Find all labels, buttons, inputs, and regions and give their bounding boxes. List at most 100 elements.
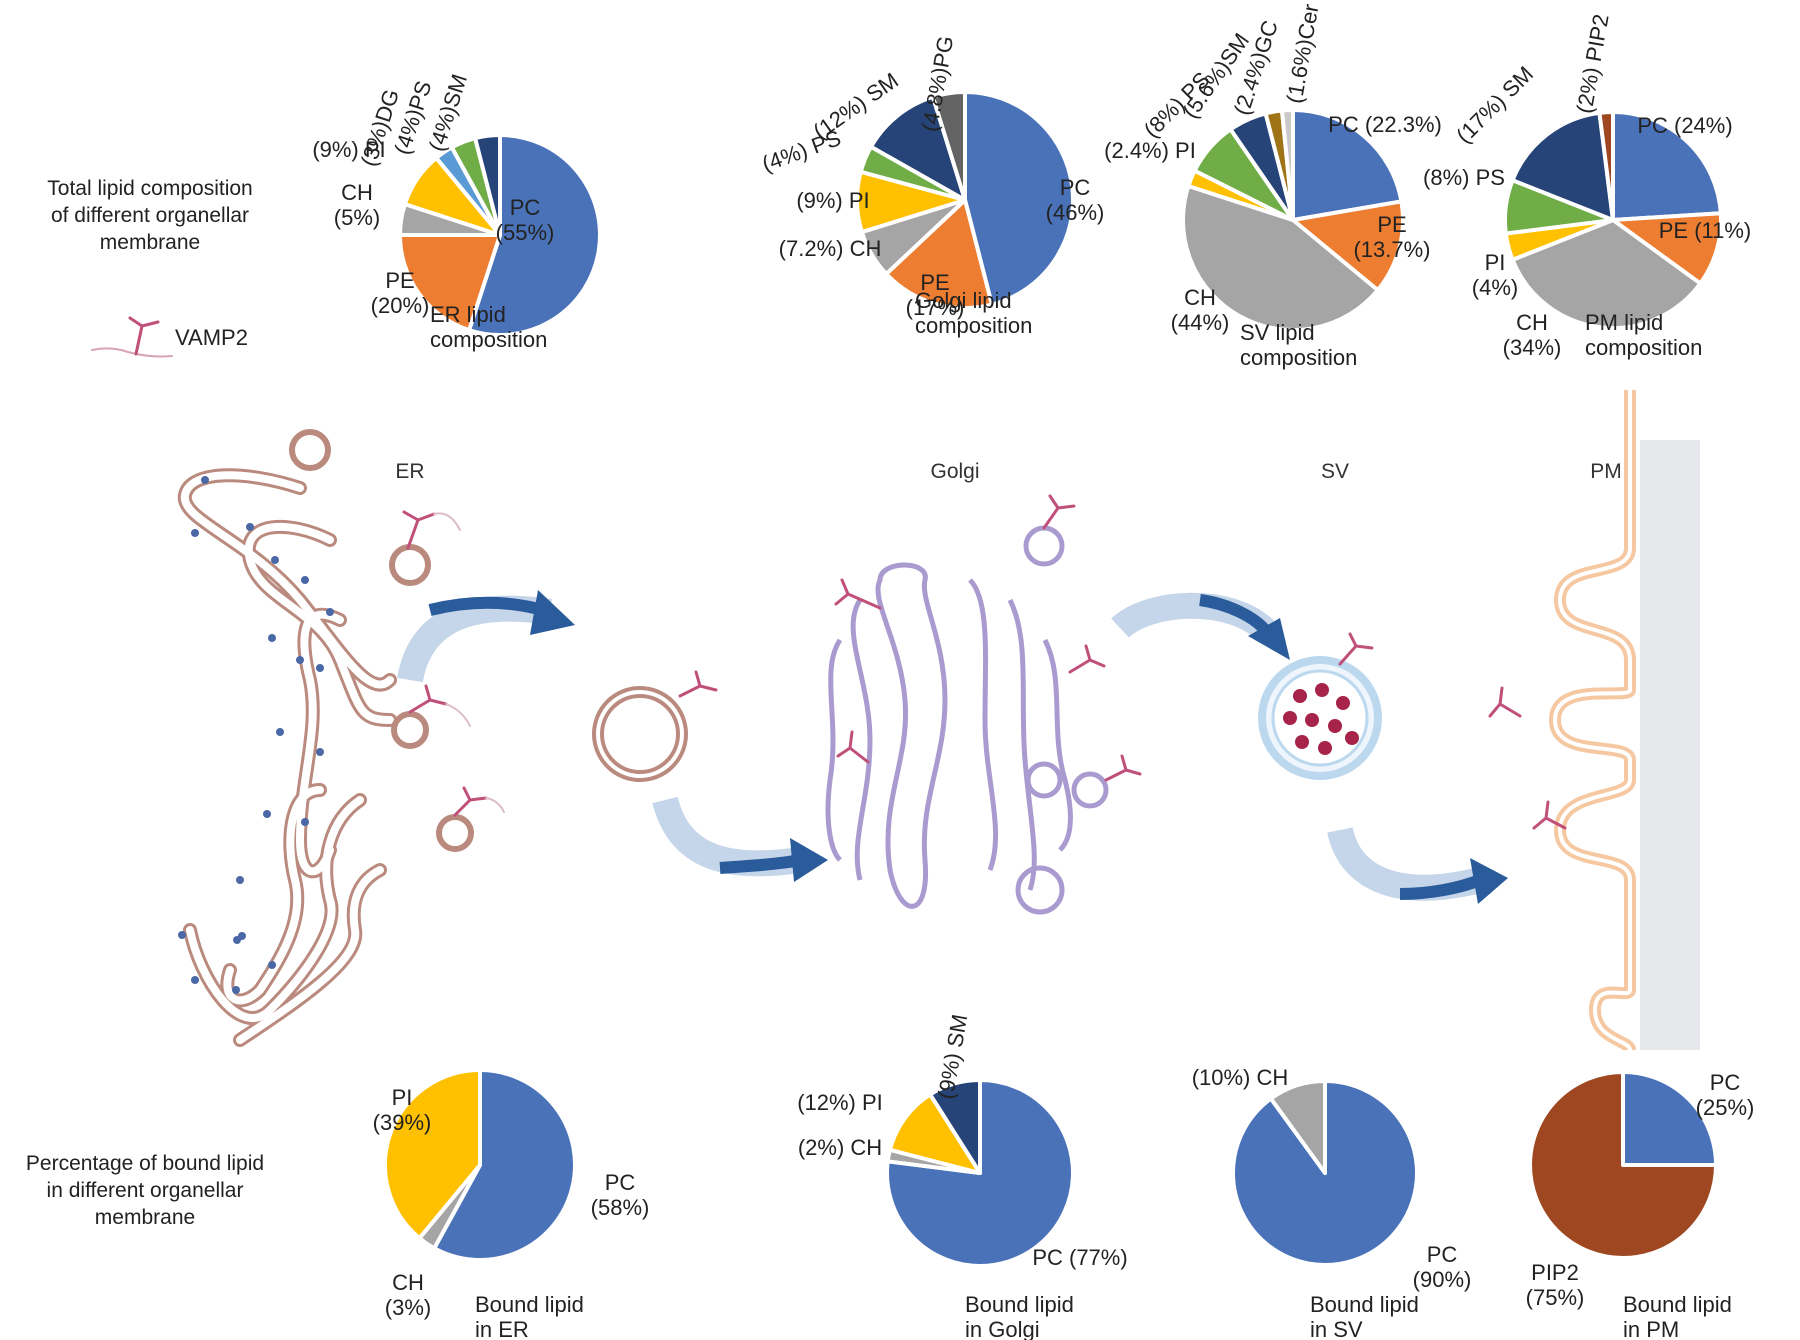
arrow-er-to-vesicle: [397, 590, 575, 683]
slice-label-cer: (1.6%)Cer: [1282, 2, 1324, 105]
slice-label-pc: PC (55%): [496, 195, 555, 245]
vamp2-label: VAMP2: [175, 325, 248, 350]
slice-label-pip2: PIP2 (75%): [1526, 1260, 1585, 1310]
slice-label-ps: (8%) PS: [1423, 165, 1505, 190]
vamp2-icon: [408, 684, 471, 727]
slice-label-ch: CH (3%): [385, 1270, 431, 1320]
golgi-label: Golgi: [930, 460, 979, 483]
arrow-vesicle-to-golgi: [652, 796, 828, 882]
ribosome-dots: [178, 476, 334, 994]
vamp2-molecules: [402, 494, 1567, 830]
pm-label: PM: [1590, 460, 1622, 483]
pie-slice-pg: [930, 90, 967, 202]
slice-label-ch: CH (34%): [1503, 310, 1562, 360]
slice-label-pi: PI (4%): [1472, 250, 1518, 300]
bottom-side-label-line: membrane: [95, 1206, 195, 1229]
vamp2-icon: [453, 786, 505, 817]
vamp2-icon: [1488, 686, 1522, 718]
slice-label-pc: PC (22.3%): [1328, 112, 1442, 137]
pie-sv-total: PC (22.3%)PE (13.7%)CH (44%)(2.4%) PI(8%) …: [1104, 2, 1442, 370]
pie-title: Bound lipid in PM: [1623, 1292, 1732, 1340]
slice-label-pi: (9%) PI: [796, 188, 869, 213]
pie-charts: PC (55%)PE (20%)CH (5%)(9%) PI(3%)DG(4%)PS(…: [312, 2, 1754, 1340]
slice-label-ch: (10%) CH: [1192, 1065, 1289, 1090]
sv-organelle: [1258, 656, 1382, 780]
pie-title: Bound lipid in ER: [475, 1292, 584, 1340]
pie-slice-sm: [1510, 110, 1615, 222]
transport-arrows: [397, 590, 1508, 904]
slice-label-pc: PC (25%): [1696, 1070, 1755, 1120]
slice-label-pe: PE (17%): [906, 270, 965, 320]
slice-label-pc: PC (90%): [1413, 1242, 1472, 1292]
slice-label-pi: PI (39%): [373, 1085, 432, 1135]
pie-slice-sm: [473, 133, 502, 237]
slice-label-pe: PE (20%): [371, 268, 430, 318]
top-side-label: Total lipid composition of different org…: [47, 177, 252, 254]
arrow-golgi-to-sv: [1111, 592, 1290, 660]
vamp2-icon: [836, 730, 870, 764]
pie-slice-pc: [1291, 108, 1404, 222]
vamp2-icon: [1338, 632, 1374, 666]
vamp2-icon: [678, 670, 718, 698]
vamp2-icon: [1042, 494, 1076, 530]
slice-label-pc: PC (58%): [591, 1170, 650, 1220]
pie-slice-cer: [1279, 108, 1295, 222]
pie-slice-pe: [398, 233, 502, 333]
pie-title: Golgi lipid composition: [915, 288, 1032, 338]
pie-title: SV lipid composition: [1240, 320, 1357, 370]
pie-slice-ch: [1510, 218, 1703, 330]
pie-slice-pc: [1611, 110, 1723, 222]
slice-label-ch: (2%) CH: [798, 1135, 882, 1160]
slice-label-ch: CH (5%): [334, 180, 380, 230]
pie-slice-pe: [1291, 199, 1405, 293]
pie-slice-pc: [963, 90, 1076, 307]
er-organelle: [177, 429, 474, 1047]
pie-slice-sm: [928, 1078, 982, 1175]
bottom-side-label-line: in different organellar: [47, 1179, 244, 1202]
vamp2-icon: [834, 578, 882, 610]
slice-label-pe: PE (11%): [1659, 218, 1752, 243]
top-side-label-line: Total lipid composition: [47, 177, 252, 200]
pie-sv-bound: PC (90%) (10%) CH Bound lipid in SV: [1192, 1065, 1472, 1340]
slice-label-pi: (2.4%) PI: [1104, 138, 1196, 163]
vamp2-legend: VAMP2: [91, 316, 248, 358]
vamp2-icon: [1532, 800, 1567, 830]
pie-slice-pc: [432, 1068, 577, 1262]
slice-label-pip2: (2%) PIP2: [1572, 12, 1614, 115]
pie-slice-pi: [383, 1068, 482, 1241]
bottom-side-label-line: Percentage of bound lipid: [26, 1152, 264, 1175]
er-transport-vesicle-lumen: [596, 690, 684, 778]
top-side-label-line: of different organellar: [51, 204, 249, 227]
er-label: ER: [395, 460, 424, 483]
pie-slice-sm: [869, 94, 967, 202]
pie-slice-pc: [1621, 1070, 1718, 1167]
golgi-organelle: [825, 525, 1109, 915]
pie-title: PM lipid composition: [1585, 310, 1702, 360]
pie-er-bound: PC (58%) CH (3%) PI (39%) Bound lipid in ER: [373, 1068, 650, 1340]
neurotransmitter-dots: [1283, 683, 1359, 755]
vamp2-icon: [1068, 644, 1106, 674]
pie-pm-bound: PC (25%) PIP2 (75%) Bound lipid in PM: [1526, 1070, 1755, 1340]
slice-label-sm: (17%) SM: [1451, 61, 1538, 148]
slice-label-ch: (7.2%) CH: [779, 236, 882, 261]
arrow-sv-to-pm: [1327, 826, 1508, 904]
pie-slice-ch: [1180, 184, 1380, 333]
pie-title: ER lipid composition: [430, 302, 547, 352]
pie-slice-pip2: [1597, 109, 1615, 222]
pie-pm-total: PC (24%) PE (11%) CH (34%) PI (4%) (8%) PS (17%…: [1423, 12, 1751, 360]
slice-label-pi: (12%) PI: [797, 1090, 883, 1115]
pie-slice-pip2: [1528, 1070, 1718, 1260]
top-side-label-line: membrane: [100, 231, 200, 254]
bottom-side-label: Percentage of bound lipid in different o…: [26, 1152, 264, 1229]
slice-label-ch: CH (44%): [1171, 285, 1230, 335]
slice-label-pe: PE (13.7%): [1353, 212, 1430, 262]
pie-title: Bound lipid in Golgi: [965, 1292, 1074, 1340]
slice-label-pc: PC (24%): [1637, 113, 1732, 138]
pie-er-total: PC (55%)PE (20%)CH (5%)(9%) PI(3%)DG(4%)PS(…: [312, 71, 602, 352]
sv-label: SV: [1321, 460, 1349, 483]
slice-label-pi: (9%) PI: [312, 137, 385, 162]
vamp2-icon: [91, 316, 173, 358]
pie-title: Bound lipid in SV: [1310, 1292, 1419, 1340]
